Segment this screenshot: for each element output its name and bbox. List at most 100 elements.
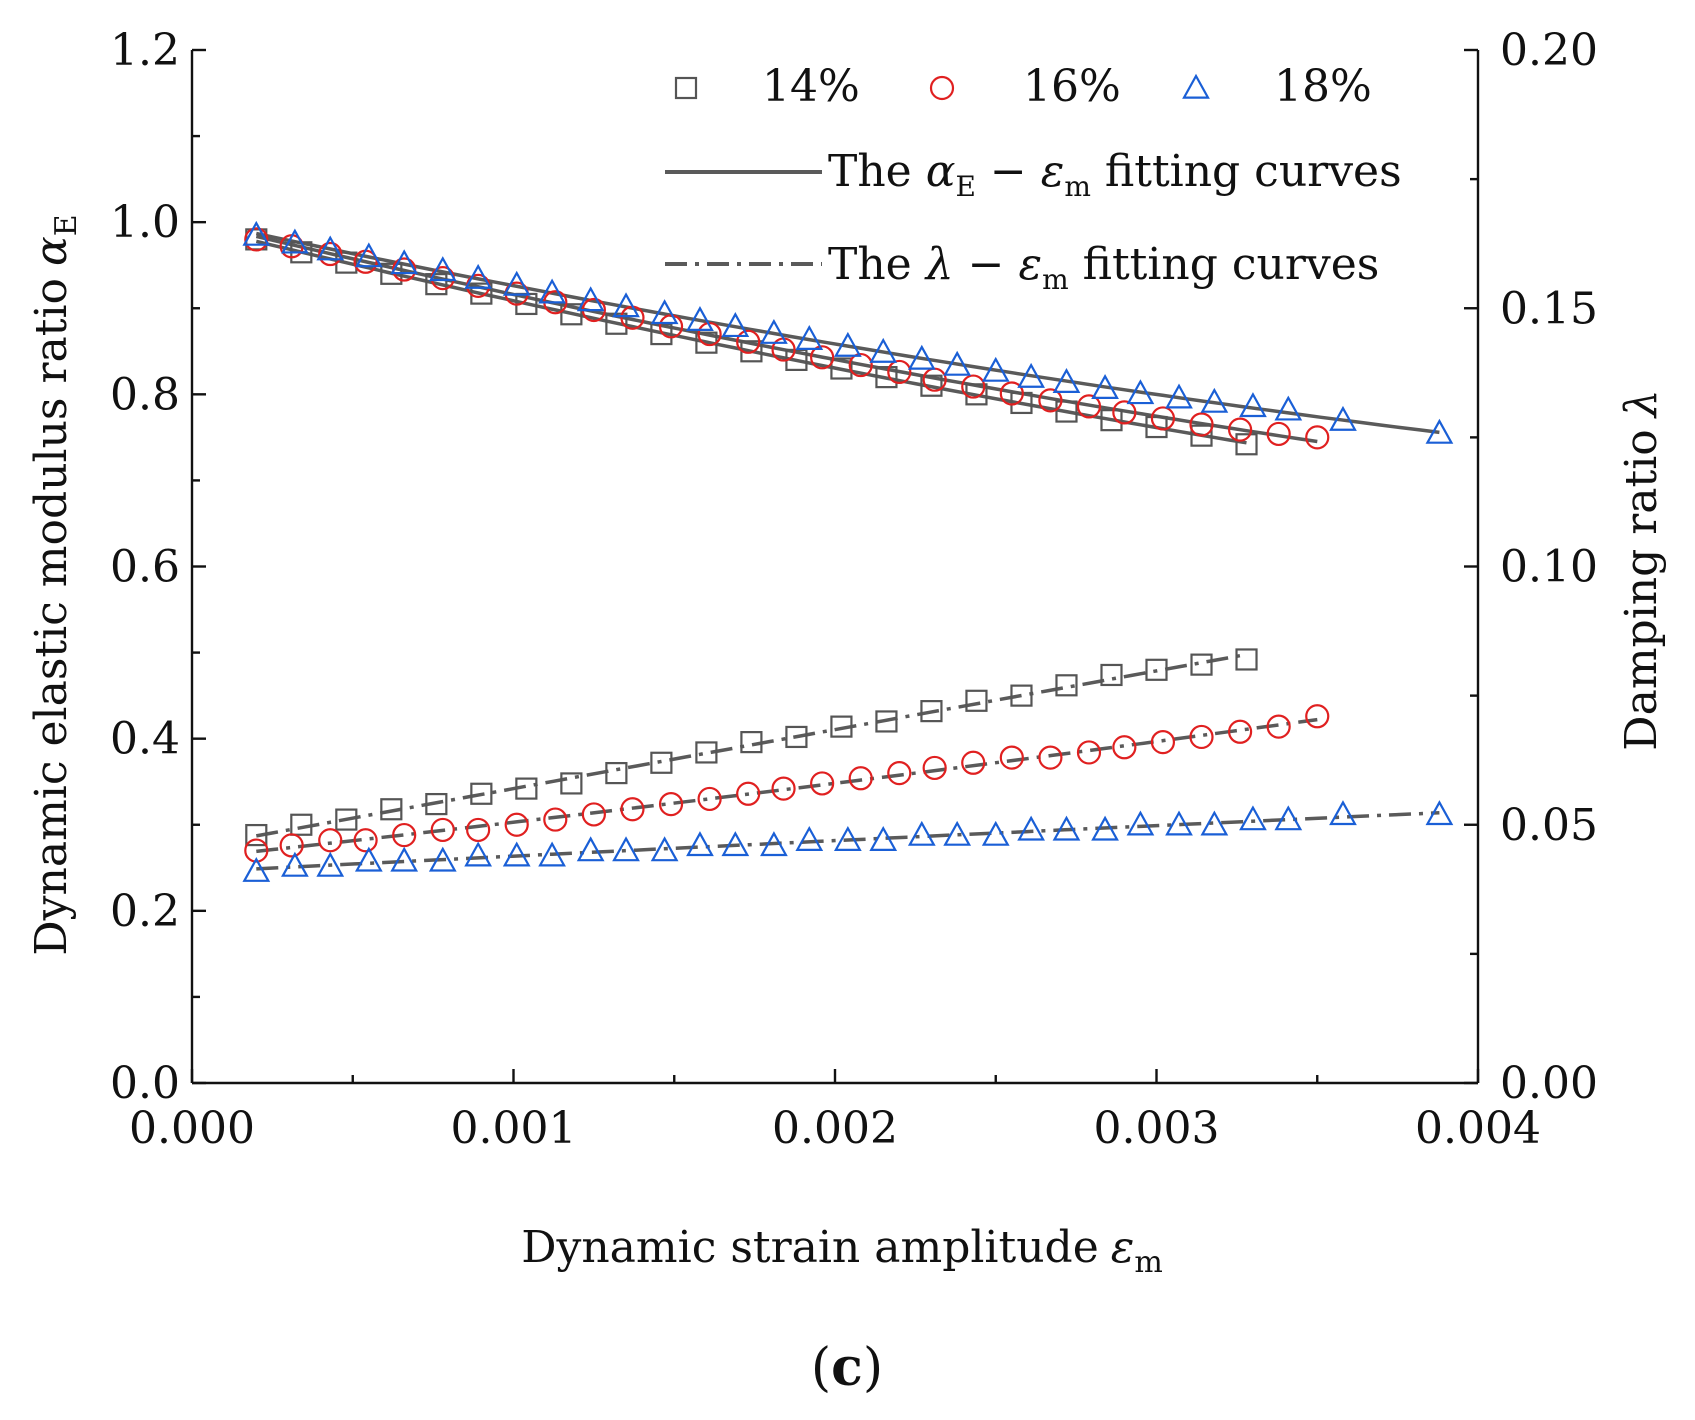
lambda-point-18% [686, 831, 714, 857]
alpha-point-14% [920, 374, 943, 397]
alpha-point-18% [1329, 405, 1357, 431]
alpha-point-16% [1305, 425, 1330, 450]
x-tick-label: 0.000 [129, 1103, 255, 1154]
lambda-point-16% [620, 797, 645, 822]
legend-label-18: 18% [1274, 61, 1372, 112]
y-left-tick-label: 1.2 [110, 25, 180, 76]
lambda-point-14% [335, 808, 358, 831]
lambda-point-14% [380, 798, 403, 821]
lambda-point-16% [887, 760, 912, 786]
lambda-point-18% [354, 846, 383, 872]
alpha-point-18% [1239, 392, 1267, 418]
y-left-tick-label: 0.8 [110, 369, 180, 420]
alpha-point-16% [697, 321, 722, 347]
legend-lambda-suffix: fitting curves [1069, 239, 1380, 290]
lambda-point-14% [965, 689, 988, 712]
lambda-point-16% [581, 802, 606, 827]
lambda-point-16% [244, 838, 269, 863]
alpha-point-18% [1165, 383, 1193, 409]
x-axis-title-sub: m [1134, 1245, 1162, 1280]
lambda-point-14% [515, 777, 538, 800]
alpha-point-16% [999, 381, 1024, 406]
legend-label-14: 14% [762, 61, 860, 112]
y-left-axis-title-symbol: α [26, 236, 77, 266]
lambda-point-14% [650, 751, 673, 774]
lambda-point-14% [605, 761, 628, 785]
alpha-point-18% [354, 242, 383, 268]
alpha-point-18% [281, 228, 309, 254]
alpha-point-16% [810, 345, 835, 370]
alpha-point-16% [1112, 400, 1137, 425]
lambda-point-18% [981, 820, 1010, 846]
lambda-point-14% [560, 772, 583, 795]
lambda-fit-curve-16% [256, 717, 1318, 854]
legend-alpha-sym2: ε [1041, 146, 1065, 197]
lambda-point-18% [1052, 815, 1081, 841]
alpha-point-14% [1055, 400, 1078, 423]
lambda-point-18% [316, 851, 345, 877]
lambda-point-16% [658, 791, 684, 817]
alpha-point-16% [244, 227, 269, 252]
alpha-point-16% [736, 329, 761, 354]
y-left-tick-label: 0.0 [110, 1058, 180, 1109]
lambda-point-14% [470, 782, 493, 805]
lambda-point-18% [650, 836, 679, 862]
lambda-point-14% [1145, 658, 1168, 681]
alpha-point-18% [833, 331, 862, 357]
alpha-point-18% [869, 337, 898, 363]
lambda-point-18% [1329, 800, 1357, 826]
alpha-point-16% [848, 352, 873, 378]
alpha-point-14% [1100, 409, 1123, 432]
lambda-point-14% [1100, 663, 1123, 687]
alpha-point-16% [1150, 406, 1176, 431]
lambda-point-16% [961, 750, 986, 775]
lambda-point-16% [392, 822, 417, 848]
lambda-point-16% [736, 781, 761, 806]
y-right-tick-label: 0.15 [1500, 283, 1598, 334]
lambda-point-16% [430, 817, 455, 843]
lambda-point-16% [1038, 745, 1063, 770]
lambda-point-14% [875, 710, 898, 733]
lambda-point-18% [281, 851, 309, 877]
lambda-point-18% [612, 836, 640, 862]
lambda-point-16% [1305, 704, 1330, 729]
lambda-point-18% [721, 831, 750, 857]
x-axis-title: Dynamic strain amplitude εm [521, 1222, 1163, 1280]
lambda-point-18% [502, 841, 531, 867]
lambda-point-18% [1274, 805, 1303, 831]
lambda-point-14% [695, 741, 718, 764]
lambda-point-18% [943, 820, 972, 846]
lambda-point-18% [760, 831, 788, 857]
legend-lambda-sub2: m [1042, 263, 1069, 296]
lambda-point-16% [810, 771, 835, 796]
y-left-axis-title-text: Dynamic elastic modulus ratio [26, 278, 77, 956]
legend-alpha-sub: E [955, 170, 975, 203]
lambda-point-16% [1112, 735, 1137, 760]
y-right-axis-title-text: Damping ratio [1616, 429, 1667, 750]
lambda-point-16% [1189, 724, 1214, 750]
alpha-point-18% [686, 306, 714, 332]
lambda-point-14% [1055, 674, 1078, 697]
y-right-axis-title: Damping ratio λ [1616, 389, 1667, 750]
lambda-point-18% [1017, 815, 1045, 841]
alpha-point-18% [576, 286, 605, 312]
alpha-point-18% [1425, 418, 1454, 444]
lambda-point-16% [1266, 714, 1291, 739]
y-left-axis-title: Dynamic elastic modulus ratio αE [26, 214, 84, 955]
y-right-axis-title-symbol: λ [1616, 389, 1667, 419]
alpha-point-14% [1190, 424, 1213, 447]
lambda-point-14% [920, 700, 943, 723]
legend-lambda-fit-label: The λ − εm fitting curves [828, 239, 1379, 296]
alpha-point-18% [760, 318, 788, 344]
alpha-point-14% [1010, 391, 1033, 415]
legend-lambda-dash: − [954, 239, 1019, 290]
lambda-point-14% [740, 731, 763, 754]
alpha-point-18% [650, 299, 679, 325]
alpha-point-18% [242, 220, 271, 246]
y-left-tick-label: 0.6 [110, 542, 180, 593]
alpha-point-18% [1017, 362, 1045, 388]
lambda-point-16% [543, 807, 568, 832]
alpha-point-18% [1200, 387, 1229, 413]
x-tick-label: 0.004 [1415, 1103, 1541, 1154]
